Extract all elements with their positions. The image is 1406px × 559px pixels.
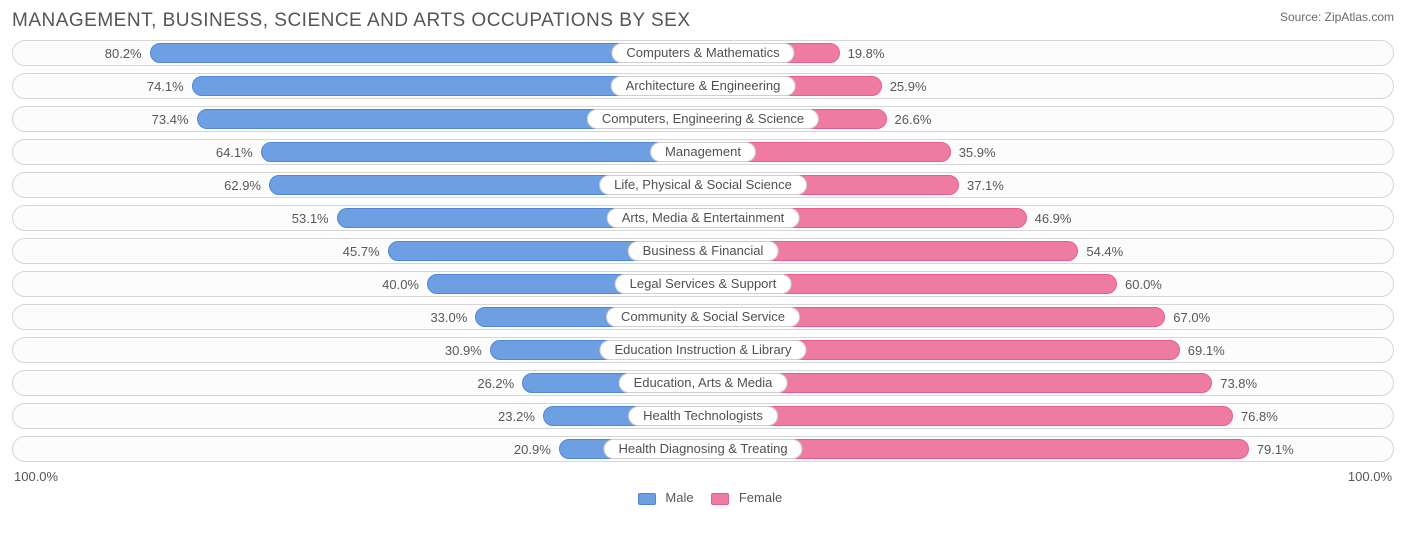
source-name: ZipAtlas.com (1325, 10, 1394, 24)
value-label-female: 76.8% (1241, 404, 1278, 428)
chart-row: 62.9% 37.1% Life, Physical & Social Scienc… (12, 172, 1394, 198)
chart-header: MANAGEMENT, BUSINESS, SCIENCE AND ARTS O… (12, 10, 1394, 32)
chart-source: Source: ZipAtlas.com (1280, 10, 1394, 24)
category-label: Health Diagnosing & Treating (603, 439, 802, 459)
chart-row: 64.1% 35.9% Management (12, 139, 1394, 165)
value-label-male: 20.9% (514, 437, 551, 461)
chart-row: 73.4% 26.6% Computers, Engineering & Scien… (12, 106, 1394, 132)
value-label-male: 64.1% (216, 140, 253, 164)
chart-row: 80.2% 19.8% Computers & Mathematics (12, 40, 1394, 66)
value-label-female: 54.4% (1086, 239, 1123, 263)
value-label-female: 37.1% (967, 173, 1004, 197)
source-label: Source: (1280, 10, 1321, 24)
category-label: Education, Arts & Media (619, 373, 788, 393)
category-label: Computers, Engineering & Science (587, 109, 819, 129)
category-label: Computers & Mathematics (611, 43, 794, 63)
chart-title: MANAGEMENT, BUSINESS, SCIENCE AND ARTS O… (12, 10, 691, 32)
value-label-male: 26.2% (477, 371, 514, 395)
chart-row: 30.9% 69.1% Education Instruction & Librar… (12, 337, 1394, 363)
chart-row: 20.9% 79.1% Health Diagnosing & Treating (12, 436, 1394, 462)
value-label-male: 23.2% (498, 404, 535, 428)
value-label-male: 73.4% (152, 107, 189, 131)
chart-row: 33.0% 67.0% Community & Social Service (12, 304, 1394, 330)
value-label-female: 35.9% (959, 140, 996, 164)
chart-row: 53.1% 46.9% Arts, Media & Entertainment (12, 205, 1394, 231)
chart-row: 74.1% 25.9% Architecture & Engineering (12, 73, 1394, 99)
bar-female (703, 406, 1233, 426)
value-label-male: 80.2% (105, 41, 142, 65)
value-label-female: 69.1% (1188, 338, 1225, 362)
category-label: Health Technologists (628, 406, 778, 426)
category-label: Arts, Media & Entertainment (607, 208, 800, 228)
value-label-male: 33.0% (430, 305, 467, 329)
value-label-male: 45.7% (343, 239, 380, 263)
bar-male (261, 142, 703, 162)
category-label: Life, Physical & Social Science (599, 175, 807, 195)
value-label-female: 73.8% (1220, 371, 1257, 395)
category-label: Management (650, 142, 756, 162)
chart-row: 26.2% 73.8% Education, Arts & Media (12, 370, 1394, 396)
chart-row: 40.0% 60.0% Legal Services & Support (12, 271, 1394, 297)
axis-right-label: 100.0% (1348, 469, 1392, 484)
legend-swatch-male (638, 493, 656, 505)
category-label: Legal Services & Support (615, 274, 792, 294)
category-label: Education Instruction & Library (599, 340, 806, 360)
legend: Male Female (12, 490, 1394, 505)
chart-row: 45.7% 54.4% Business & Financial (12, 238, 1394, 264)
value-label-female: 26.6% (895, 107, 932, 131)
value-label-male: 30.9% (445, 338, 482, 362)
legend-swatch-female (711, 493, 729, 505)
x-axis: 100.0% 100.0% (14, 469, 1392, 484)
chart-body: 80.2% 19.8% Computers & Mathematics 74.1% 25… (12, 40, 1394, 462)
value-label-male: 40.0% (382, 272, 419, 296)
value-label-male: 53.1% (292, 206, 329, 230)
category-label: Business & Financial (628, 241, 779, 261)
category-label: Community & Social Service (606, 307, 800, 327)
category-label: Architecture & Engineering (611, 76, 796, 96)
chart-row: 23.2% 76.8% Health Technologists (12, 403, 1394, 429)
value-label-female: 46.9% (1035, 206, 1072, 230)
axis-left-label: 100.0% (14, 469, 58, 484)
legend-label-male: Male (665, 490, 693, 505)
value-label-female: 79.1% (1257, 437, 1294, 461)
value-label-female: 67.0% (1173, 305, 1210, 329)
value-label-female: 19.8% (848, 41, 885, 65)
value-label-female: 25.9% (890, 74, 927, 98)
legend-label-female: Female (739, 490, 782, 505)
value-label-male: 62.9% (224, 173, 261, 197)
value-label-female: 60.0% (1125, 272, 1162, 296)
value-label-male: 74.1% (147, 74, 184, 98)
